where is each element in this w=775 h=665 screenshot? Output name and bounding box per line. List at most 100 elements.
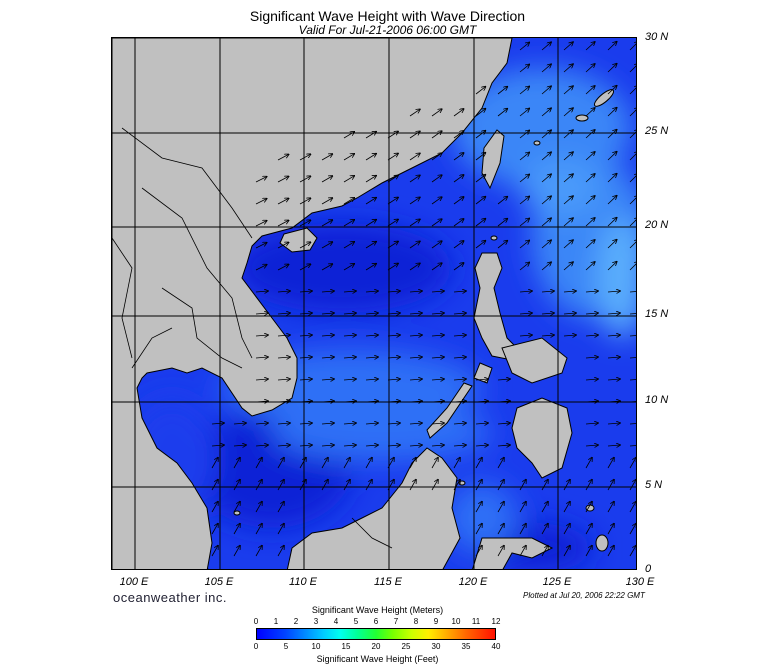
wave-arrow	[233, 458, 240, 469]
wave-arrow	[585, 546, 592, 557]
wave-arrow	[585, 313, 598, 314]
wave-arrow	[629, 335, 636, 337]
wave-arrow	[365, 445, 378, 446]
wave-arrow	[255, 199, 267, 205]
colorbar-meters-tick: 4	[333, 617, 339, 626]
wave-arrow	[431, 131, 442, 139]
wave-arrow	[629, 174, 636, 183]
wave-arrow	[255, 546, 262, 557]
wave-arrow	[299, 401, 312, 402]
wave-arrow	[409, 109, 420, 117]
wave-arrow	[607, 458, 614, 469]
wave-arrow	[211, 524, 218, 535]
wave-arrow	[321, 445, 334, 446]
wave-arrow	[585, 262, 595, 271]
wave-arrow	[607, 357, 620, 358]
colorbar-meters-title: Significant Wave Height (Meters)	[311, 605, 444, 615]
wave-arrow	[475, 109, 486, 117]
colorbar-feet-tick: 5	[283, 642, 289, 651]
wave-arrow	[431, 313, 444, 314]
wave-arrow	[299, 480, 306, 491]
wave-arrow	[607, 240, 617, 249]
wave-arrow	[365, 242, 376, 249]
wave-arrow	[607, 313, 620, 314]
wave-arrow	[563, 152, 573, 161]
wave-arrow	[541, 480, 548, 491]
wave-arrow	[563, 64, 573, 73]
wave-arrow	[365, 220, 376, 227]
wave-arrow	[321, 291, 334, 292]
wave-arrow	[563, 218, 573, 227]
wave-arrow	[629, 480, 636, 491]
wave-arrow	[497, 445, 510, 446]
wave-arrow	[277, 480, 284, 491]
wave-arrow	[299, 242, 311, 249]
wave-arrow	[431, 458, 438, 469]
wave-arrow	[409, 197, 420, 205]
wave-arrow	[585, 108, 595, 117]
wave-arrow	[255, 502, 262, 513]
wave-arrow	[519, 218, 529, 227]
wave-arrow	[519, 480, 526, 491]
wave-arrow	[343, 480, 350, 491]
wave-arrow	[321, 264, 332, 271]
wave-arrow	[585, 524, 592, 535]
colorbar-feet-title: Significant Wave Height (Feet)	[316, 654, 439, 664]
colorbar-feet-tick: 15	[341, 642, 351, 651]
colorbar-meters-tick: 6	[373, 617, 379, 626]
wave-arrow	[343, 291, 356, 292]
colorbar-meters-tick: 3	[313, 617, 319, 626]
wave-arrow	[321, 379, 334, 380]
wave-arrow	[255, 357, 268, 358]
oceanweather-logo: oceanweather inc.	[113, 590, 228, 605]
wave-arrow	[607, 196, 617, 205]
wave-arrow	[607, 423, 620, 424]
wave-arrow	[541, 130, 551, 139]
wave-arrow	[321, 458, 328, 469]
wave-arrow	[409, 175, 420, 183]
wave-arrow	[299, 220, 311, 227]
wave-arrow	[321, 154, 332, 161]
wave-arrow	[541, 108, 551, 117]
wave-arrow	[211, 546, 218, 557]
wave-arrow	[343, 458, 350, 469]
wave-arrow	[453, 401, 466, 402]
wave-arrow	[431, 263, 442, 271]
wave-arrow	[563, 335, 576, 336]
wave-arrow	[475, 445, 488, 446]
wave-arrow	[629, 546, 636, 557]
wave-arrow	[321, 423, 334, 424]
wave-arrow	[277, 524, 284, 535]
wave-arrow	[431, 291, 444, 292]
wave-arrow	[277, 176, 289, 183]
wave-arrow	[629, 42, 636, 51]
wave-arrow	[409, 445, 422, 446]
wave-arrow	[277, 379, 290, 380]
wave-arrow	[387, 480, 394, 491]
wave-arrow	[563, 86, 573, 95]
wave-arrow	[211, 502, 218, 513]
wave-arrow	[541, 240, 551, 249]
wave-arrow	[585, 196, 595, 205]
wave-arrow	[277, 242, 289, 249]
wave-arrow	[453, 357, 466, 358]
graticule-grid	[112, 38, 636, 569]
wave-arrow	[629, 218, 636, 227]
wave-arrow	[541, 524, 548, 535]
wave-arrow	[497, 109, 507, 117]
wave-arrow	[541, 502, 548, 513]
wave-arrow	[585, 152, 595, 161]
wave-arrow	[453, 335, 466, 336]
wave-arrow	[343, 313, 356, 314]
lat-label-30n: 30 N	[645, 31, 669, 43]
wave-arrow	[541, 291, 554, 292]
wave-arrow	[277, 401, 290, 402]
wave-arrow	[629, 423, 636, 425]
wave-arrow	[409, 153, 420, 161]
wave-arrow	[585, 379, 598, 380]
wave-arrow	[519, 174, 529, 183]
wave-arrow	[321, 357, 334, 358]
wave-arrow	[585, 218, 595, 227]
wave-arrow	[563, 480, 570, 491]
wave-arrow	[365, 313, 378, 314]
